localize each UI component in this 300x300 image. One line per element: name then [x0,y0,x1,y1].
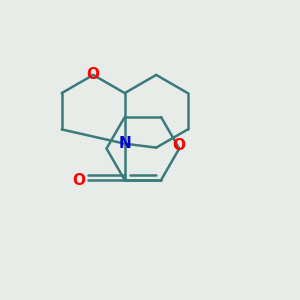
Text: O: O [87,68,100,82]
Text: O: O [173,138,186,153]
Text: O: O [72,172,86,188]
Text: N: N [118,136,131,151]
